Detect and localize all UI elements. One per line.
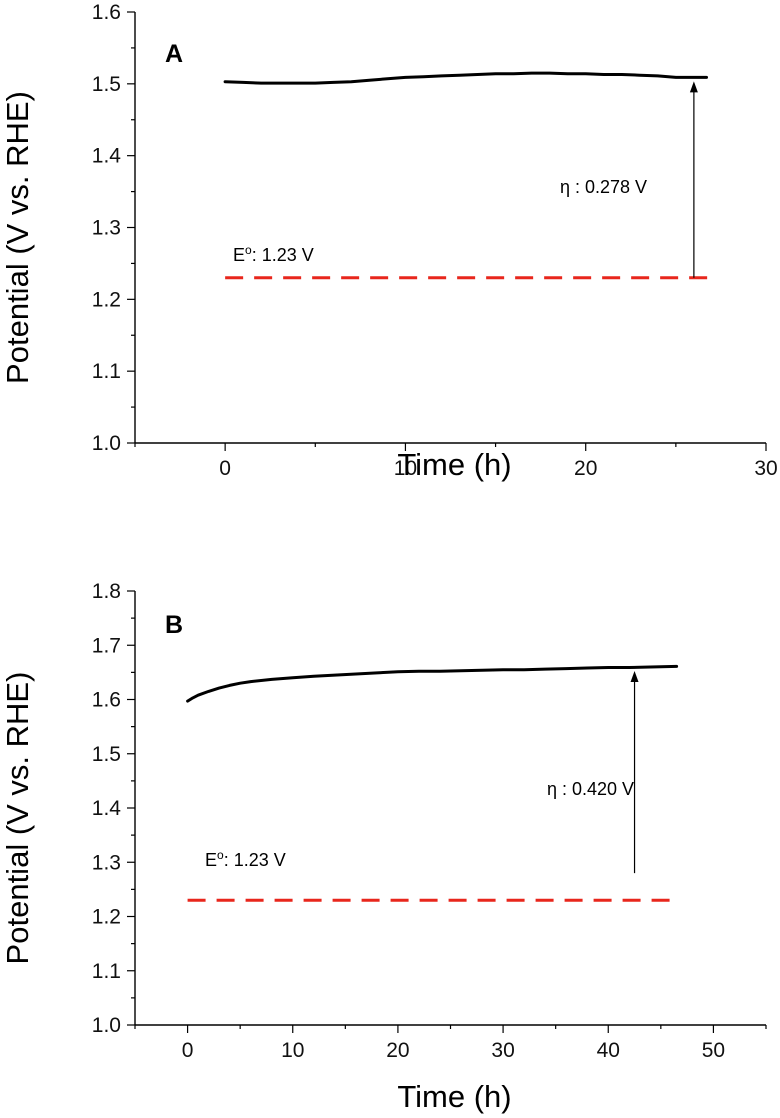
y-tick-label: 1.4 xyxy=(92,145,122,168)
y-tick-label: 1.2 xyxy=(92,906,121,929)
reference-label: Eo: 1.23 V xyxy=(233,243,314,265)
y-tick-label: 1.1 xyxy=(92,360,121,383)
x-tick-label: 30 xyxy=(491,1039,514,1062)
panel-label: B xyxy=(165,611,183,639)
y-axis-title: Potential (V vs. RHE) xyxy=(0,672,35,965)
reference-label: Eo: 1.23 V xyxy=(205,848,286,870)
x-tick-label: 20 xyxy=(574,457,597,480)
y-tick-label: 1.6 xyxy=(92,1,121,24)
y-tick-label: 1.2 xyxy=(92,288,121,311)
y-tick-label: 1.5 xyxy=(92,73,121,96)
y-tick-label: 1.1 xyxy=(92,960,121,983)
panel-label: A xyxy=(165,40,183,68)
series-line-potential xyxy=(186,664,679,703)
y-tick-label: 1.4 xyxy=(92,797,122,820)
x-tick-label: 20 xyxy=(386,1039,409,1062)
panel-b: 1.0 1.1 1.2 1.3 1.4 1.5 1.6 1.7 1.8 0 10 20 30 40 50 Ti… xyxy=(0,580,767,1114)
y-tick-label: 1.7 xyxy=(92,634,121,657)
x-axis-title: Time (h) xyxy=(397,1079,511,1114)
y-tick-label: 1.3 xyxy=(92,851,121,874)
x-tick-label: 10 xyxy=(394,457,417,480)
x-tick-label: 10 xyxy=(281,1039,304,1062)
y-axis-title: Potential (V vs. RHE) xyxy=(0,91,35,384)
x-tick-label: 50 xyxy=(702,1039,725,1062)
arrowhead xyxy=(630,670,639,682)
y-tick-label: 1.8 xyxy=(92,580,121,603)
y-tick-label: 1.3 xyxy=(92,217,121,240)
y-tick-label: 1.0 xyxy=(92,432,121,455)
x-tick-label: 30 xyxy=(754,457,777,480)
series-line-potential xyxy=(223,71,708,85)
y-tick-label: 1.5 xyxy=(92,743,121,766)
x-tick-label: 0 xyxy=(219,457,231,480)
x-tick-label: 0 xyxy=(182,1039,194,1062)
panel-a: 1.0 1.1 1.2 1.3 1.4 1.5 1.6 0 10 20 30 Time (h) Pote… xyxy=(0,1,778,482)
x-axis-title: Time (h) xyxy=(397,447,511,482)
overpotential-label: η : 0.278 V xyxy=(560,177,647,197)
y-tick-label: 1.6 xyxy=(92,689,121,712)
overpotential-label: η : 0.420 V xyxy=(547,779,634,799)
arrowhead xyxy=(689,81,698,93)
x-tick-label: 40 xyxy=(597,1039,620,1062)
y-tick-label: 1.0 xyxy=(92,1014,121,1037)
